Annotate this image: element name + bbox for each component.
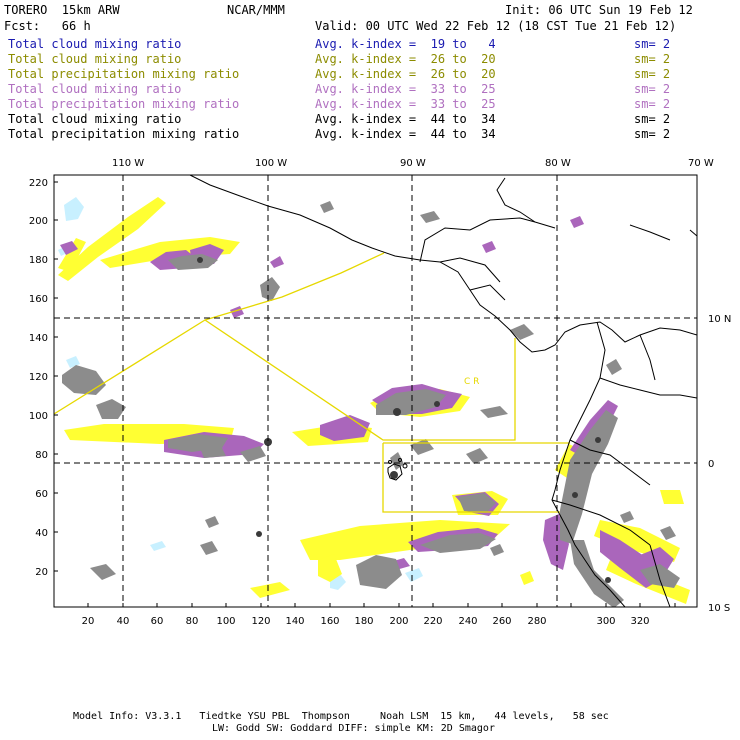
model-title: TORERO 15km ARW [4,3,120,17]
x-tick-label: 260 [492,616,511,627]
y-tick-label: 120 [29,372,48,383]
cyan-cloud-field [58,197,423,590]
legend-smoothing: sm= 2 [634,67,671,81]
x-tick-label: 200 [389,616,408,627]
y-tick-label: 40 [35,528,48,539]
y-tick-label: 60 [35,489,48,500]
legend-field: Total cloud mixing ratio [8,37,182,51]
legend-kindex: Avg. k-index = 33 to 25 [315,97,496,111]
x-tick-label: 160 [320,616,339,627]
x-tick-labels: 20 40 60 80 100 120 140 160 180 200 220 … [82,616,650,627]
y-tick-label: 220 [29,178,48,189]
legend-field: Total cloud mixing ratio [8,82,182,96]
galapagos-islands [387,458,408,481]
legend-smoothing: sm= 2 [634,112,671,126]
lon-label: 80 W [545,158,571,169]
legend-smoothing: sm= 2 [634,82,671,96]
organization-label: NCAR/MMM [227,3,285,17]
legend-smoothing: sm= 2 [634,52,671,66]
domain-boundary [54,252,570,513]
x-tick-label: 300 [596,616,615,627]
legend-kindex: Avg. k-index = 44 to 34 [315,112,496,126]
legend-field: Total cloud mixing ratio [8,112,182,126]
x-tick-label: 120 [251,616,270,627]
x-tick-label: 220 [423,616,442,627]
y-tick-label: 100 [29,411,48,422]
x-tick-label: 180 [354,616,373,627]
legend-kindex: Avg. k-index = 26 to 20 [315,67,496,81]
legend-field: Total precipitation mixing ratio [8,97,240,111]
legend-kindex: Avg. k-index = 33 to 25 [315,82,496,96]
x-tick-label: 20 [82,616,95,627]
legend-field: Total precipitation mixing ratio [8,67,240,81]
init-time: Init: 06 UTC Sun 19 Feb 12 [505,3,693,17]
y-tick-label: 180 [29,255,48,266]
lon-label: 110 W [112,158,144,169]
legend-field: Total precipitation mixing ratio [8,127,240,141]
x-tick-label: 40 [117,616,130,627]
legend-smoothing: sm= 2 [634,37,671,51]
lon-label: 100 W [255,158,287,169]
valid-time: Valid: 00 UTC Wed 22 Feb 12 (18 CST Tue … [315,19,677,33]
lat-label: 0 [708,459,714,470]
legend-kindex: Avg. k-index = 44 to 34 [315,127,496,141]
dark-convective-cores [197,257,611,583]
y-tick-label: 200 [29,216,48,227]
axis-ticks [54,181,676,607]
x-tick-label: 280 [527,616,546,627]
map-frame [53,174,698,608]
legend-field: Total cloud mixing ratio [8,52,182,66]
x-tick-label: 140 [285,616,304,627]
y-tick-labels: 220 200 180 160 140 120 100 80 60 40 20 [29,178,48,578]
lat-label: 10 N [708,314,731,325]
legend-smoothing: sm= 2 [634,127,671,141]
y-tick-label: 20 [35,567,48,578]
lon-label: 70 W [688,158,714,169]
graticule [54,175,697,607]
physics-info: LW: Godd SW: Goddard DIFF: simple KM: 2D… [212,723,495,734]
x-tick-label: 100 [216,616,235,627]
x-tick-label: 80 [186,616,199,627]
lon-label: 90 W [400,158,426,169]
x-tick-label: 320 [630,616,649,627]
forecast-hour: Fcst: 66 h [4,19,91,33]
x-tick-label: 60 [151,616,164,627]
coastline [189,175,697,607]
region-label: C R [464,377,479,387]
model-info: Model Info: V3.3.1 Tiedtke YSU PBL Thomp… [73,711,609,722]
legend-kindex: Avg. k-index = 19 to 4 [315,37,496,51]
legend-smoothing: sm= 2 [634,97,671,111]
legend-kindex: Avg. k-index = 26 to 20 [315,52,496,66]
y-tick-label: 140 [29,333,48,344]
x-tick-label: 240 [458,616,477,627]
y-tick-label: 160 [29,294,48,305]
y-tick-label: 80 [35,450,48,461]
lat-label: 10 S [708,603,730,614]
